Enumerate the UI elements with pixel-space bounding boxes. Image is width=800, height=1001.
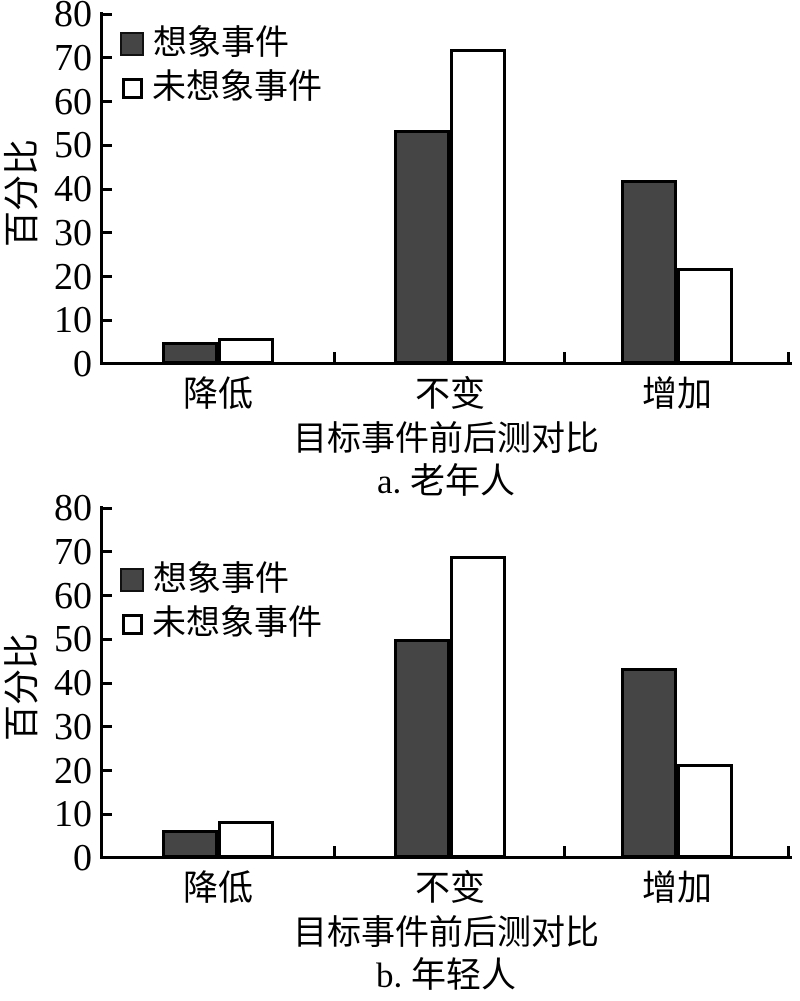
y-tick-mark — [103, 594, 112, 597]
y-tick-mark — [103, 637, 112, 641]
bar-dark-2 — [621, 668, 677, 858]
legend-label: 想象事件 — [153, 25, 289, 62]
y-tick-mark — [103, 506, 112, 510]
x-tick-mark — [786, 846, 790, 856]
legend-label: 未想象事件 — [152, 69, 322, 106]
bar-light-1 — [450, 49, 506, 364]
y-tick-label: 60 — [54, 574, 92, 617]
y-tick-label: 50 — [54, 124, 92, 167]
chart-elderly: 百分比 想象事件 未想象事件 0 10 20 30 40 50 60 70 80 降低 不变 增… — [2, 0, 792, 501]
y-tick-label: 70 — [54, 36, 92, 79]
legend: 想象事件 未想象事件 — [120, 22, 322, 110]
bar-dark-0 — [162, 342, 218, 364]
chart-young: 百分比 想象事件 未想象事件 0 10 20 30 40 50 60 70 80 降低 不变 增… — [0, 487, 800, 1000]
bar-dark-1 — [394, 639, 450, 858]
y-tick-label: 10 — [54, 299, 92, 342]
bar-dark-1 — [394, 130, 450, 364]
x-category-label: 降低 — [182, 375, 253, 414]
y-tick-mark — [103, 56, 112, 60]
x-category-label: 不变 — [414, 869, 485, 908]
y-tick-mark — [103, 143, 112, 147]
legend: 想象事件 未想象事件 — [120, 558, 322, 646]
x-tick-mark — [562, 352, 566, 362]
y-tick-mark — [103, 318, 112, 322]
y-tick-mark — [103, 725, 112, 729]
y-tick-mark — [103, 187, 112, 191]
x-category-label: 降低 — [182, 869, 253, 908]
y-tick-label: 60 — [54, 80, 92, 123]
open-square-swatch-icon — [122, 77, 143, 99]
x-category-label: 不变 — [414, 375, 485, 414]
legend-item-unimagined: 未想象事件 — [120, 602, 322, 646]
x-tick-mark — [332, 846, 336, 856]
bar-light-2 — [677, 268, 733, 364]
bar-light-0 — [218, 821, 274, 858]
y-tick-label: 80 — [54, 0, 92, 35]
x-axis-line — [100, 362, 792, 365]
y-tick-label: 40 — [54, 168, 92, 210]
x-category-label: 增加 — [641, 869, 712, 908]
y-tick-label: 0 — [73, 343, 92, 385]
y-tick-label: 50 — [54, 618, 92, 661]
y-tick-mark — [103, 812, 112, 816]
legend-item-imagined: 想象事件 — [120, 22, 322, 66]
y-tick-label: 10 — [54, 793, 92, 836]
x-axis-title: 目标事件前后测对比 — [293, 915, 599, 952]
bar-light-0 — [218, 338, 274, 364]
y-tick-label: 70 — [54, 530, 92, 573]
plot-area: 想象事件 未想象事件 0 10 20 30 40 50 60 70 80 — [54, 0, 792, 385]
x-axis-title: 目标事件前后测对比 — [293, 421, 599, 458]
y-tick-label: 80 — [54, 487, 92, 529]
chart-subtitle: a. 老年人 — [376, 462, 516, 501]
y-axis-line — [100, 12, 103, 365]
filled-square-swatch-icon — [120, 568, 144, 592]
open-square-swatch-icon — [122, 613, 143, 635]
y-tick-mark — [103, 12, 112, 16]
bar-dark-0 — [162, 830, 218, 858]
chart-subtitle: b. 年轻人 — [375, 956, 516, 995]
y-tick-mark — [103, 275, 112, 278]
filled-square-swatch-icon — [120, 32, 144, 56]
x-category-label: 增加 — [641, 375, 712, 414]
y-tick-mark — [103, 681, 112, 685]
x-axis-line — [100, 856, 792, 859]
x-tick-mark — [562, 846, 566, 856]
bar-light-2 — [677, 764, 733, 858]
y-tick-label: 30 — [54, 705, 92, 748]
legend-item-imagined: 想象事件 — [120, 558, 322, 602]
legend-item-unimagined: 未想象事件 — [120, 66, 322, 110]
y-tick-label: 30 — [54, 211, 92, 254]
y-tick-label: 20 — [54, 255, 92, 298]
y-tick-label: 0 — [73, 837, 92, 879]
y-tick-mark — [103, 100, 112, 103]
x-tick-mark — [786, 352, 790, 362]
y-tick-mark — [103, 231, 112, 235]
legend-label: 想象事件 — [153, 561, 289, 598]
x-tick-mark — [332, 352, 336, 362]
y-axis-line — [100, 506, 103, 859]
legend-label: 未想象事件 — [152, 605, 322, 642]
bar-dark-2 — [621, 180, 677, 364]
plot-area: 想象事件 未想象事件 0 10 20 30 40 50 60 70 80 — [0, 487, 800, 1000]
y-tick-label: 20 — [54, 749, 92, 792]
bar-light-1 — [450, 556, 506, 858]
y-tick-mark — [103, 769, 112, 772]
y-tick-label: 40 — [54, 662, 92, 704]
y-tick-mark — [103, 550, 112, 554]
